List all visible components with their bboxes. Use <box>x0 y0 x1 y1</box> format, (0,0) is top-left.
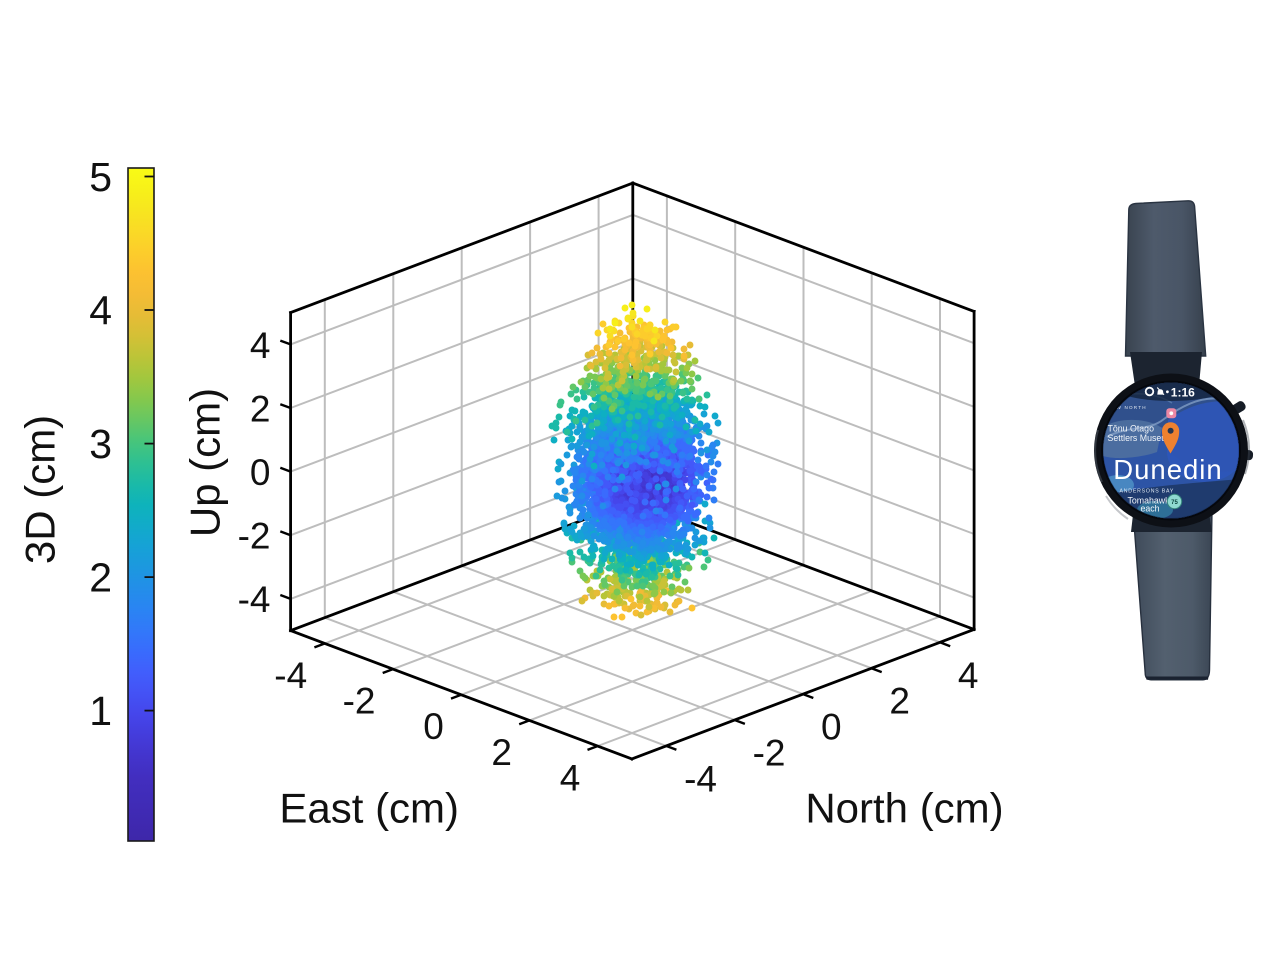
svg-text:Tomahawk: Tomahawk <box>1128 496 1171 506</box>
svg-text:-4: -4 <box>684 758 717 799</box>
svg-text:ANDERSONS BAY: ANDERSONS BAY <box>1120 488 1175 494</box>
svg-text:-2: -2 <box>238 516 271 557</box>
svg-text:Dunedin: Dunedin <box>1113 454 1222 485</box>
svg-text:75: 75 <box>1171 500 1178 506</box>
svg-text:3D (cm): 3D (cm) <box>17 415 64 564</box>
svg-text:Up (cm): Up (cm) <box>182 388 229 537</box>
svg-text:5: 5 <box>89 154 112 200</box>
svg-text:1:16: 1:16 <box>1171 385 1195 399</box>
svg-text:Tōnu Otago: Tōnu Otago <box>1108 424 1155 434</box>
svg-text:0: 0 <box>423 706 444 747</box>
svg-text:0: 0 <box>821 707 842 748</box>
svg-text:0: 0 <box>250 452 271 493</box>
svg-text:3: 3 <box>89 421 112 467</box>
svg-text:4: 4 <box>250 325 271 366</box>
svg-text:-4: -4 <box>274 655 307 696</box>
svg-text:-4: -4 <box>238 579 271 620</box>
svg-text:4: 4 <box>560 758 581 799</box>
svg-text:-2: -2 <box>343 681 376 722</box>
svg-text:W NORTH: W NORTH <box>1117 405 1147 410</box>
svg-text:4: 4 <box>89 288 112 334</box>
svg-text:2: 2 <box>889 681 910 722</box>
svg-text:2: 2 <box>491 732 512 773</box>
svg-text:2: 2 <box>89 555 112 601</box>
svg-text:4: 4 <box>958 655 979 696</box>
svg-text:North (cm): North (cm) <box>805 785 1003 832</box>
svg-text:East (cm): East (cm) <box>279 785 459 832</box>
svg-text:2: 2 <box>250 388 271 429</box>
svg-text:each: each <box>1141 504 1160 514</box>
svg-text:Settlers Museu: Settlers Museu <box>1108 433 1167 443</box>
svg-text:-2: -2 <box>753 733 786 774</box>
svg-text:1: 1 <box>89 688 112 734</box>
